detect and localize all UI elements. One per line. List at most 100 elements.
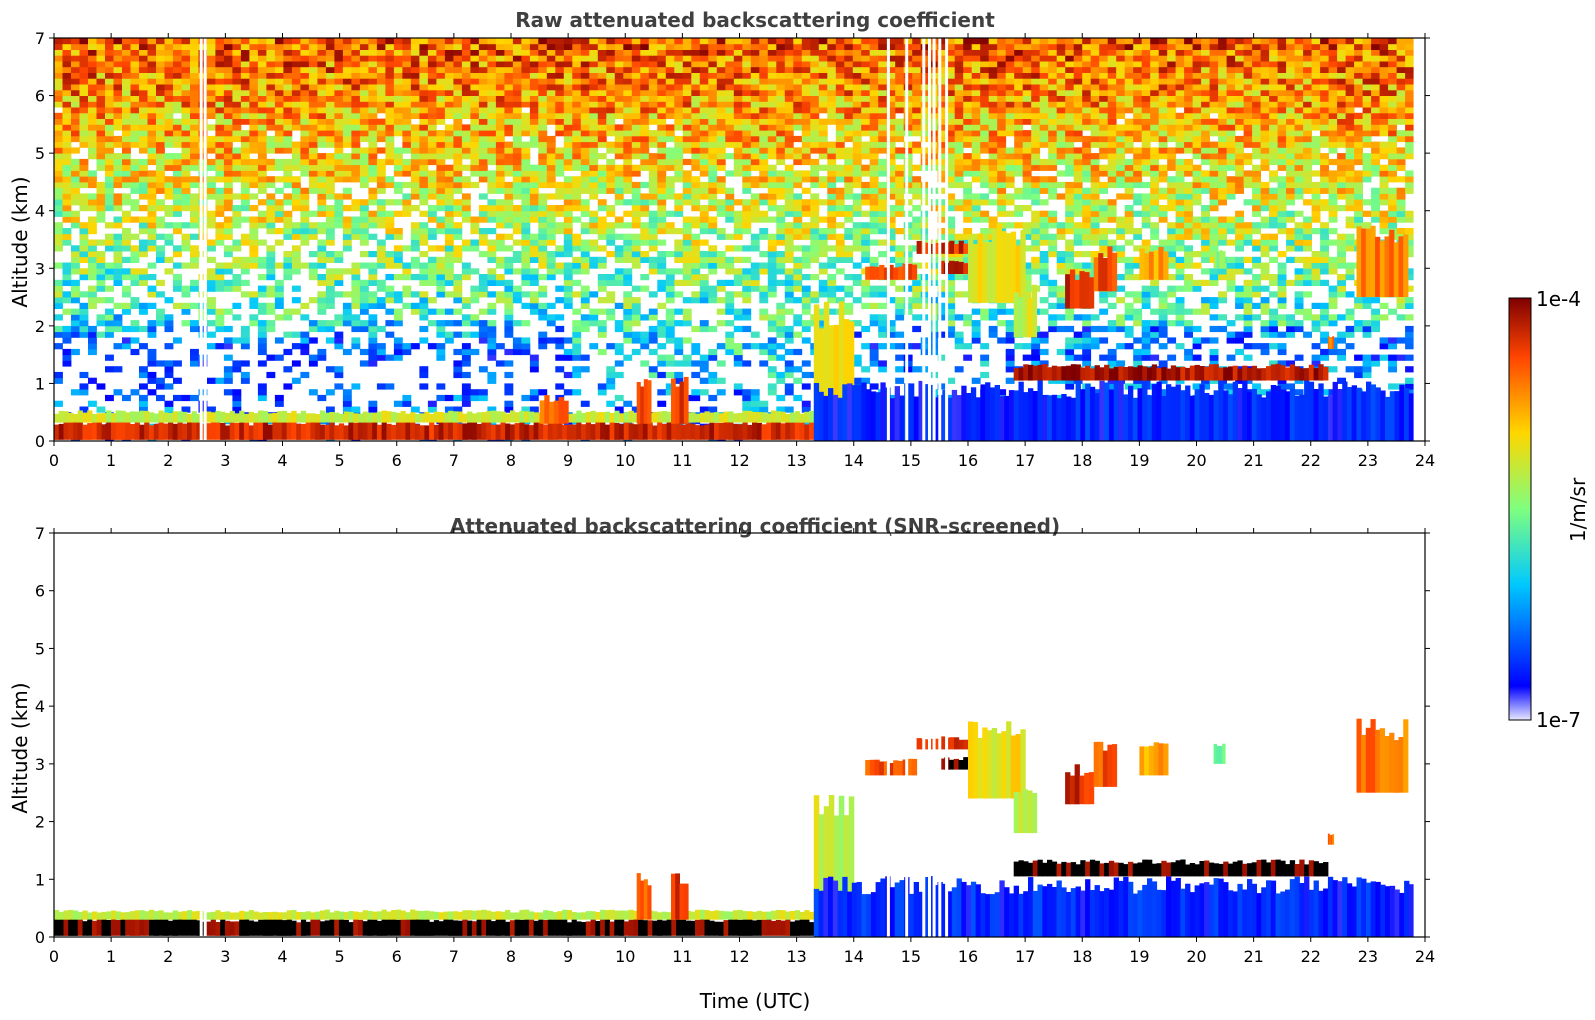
noise-cell (88, 251, 97, 258)
noise-cell (546, 66, 556, 73)
noise-cell (691, 389, 701, 396)
noise-cell (937, 187, 947, 194)
noise-cell (640, 314, 650, 321)
noise-cell (606, 61, 616, 68)
noise-cell (249, 43, 259, 50)
noise-cell (113, 233, 123, 240)
noise-cell (334, 43, 344, 50)
noise-cell (861, 343, 871, 350)
noise-cell (614, 245, 624, 252)
noise-cell (546, 118, 556, 125)
noise-cell (257, 170, 267, 177)
noise-cell (402, 89, 412, 96)
noise-cell (521, 170, 531, 177)
noise-cell (232, 274, 242, 281)
noise-cell (385, 256, 395, 263)
noise-cell (139, 124, 148, 131)
noise-cell (495, 43, 505, 50)
noise-cell (376, 262, 386, 269)
noise-cell (181, 107, 191, 114)
noise-cell (623, 239, 633, 246)
noise-cell (317, 199, 327, 206)
noise-cell (784, 389, 794, 396)
noise-cell (291, 308, 301, 315)
noise-cell (283, 130, 293, 137)
noise-cell (521, 147, 531, 154)
noise-cell (512, 38, 522, 45)
noise-cell (529, 84, 539, 91)
noise-cell (878, 158, 888, 166)
noise-cell (852, 107, 862, 114)
noise-cell (393, 233, 403, 240)
noise-cell (257, 239, 267, 246)
noise-cell (912, 164, 922, 171)
noise-cell (767, 256, 777, 263)
noise-cell (181, 222, 191, 229)
noise-cell (580, 158, 590, 166)
noise-cell (725, 279, 735, 286)
noise-cell (784, 78, 794, 85)
noise-cell (538, 274, 548, 281)
noise-cell (946, 291, 956, 298)
noise-cell (946, 147, 956, 154)
noise-cell (393, 130, 403, 137)
noise-cell (801, 55, 811, 62)
noise-cell (691, 199, 701, 206)
noise-cell (538, 135, 548, 143)
noise-cell (606, 251, 616, 258)
noise-cell (852, 354, 862, 361)
noise-cell (852, 38, 862, 45)
noise-cell (478, 130, 488, 137)
noise-cell (427, 176, 437, 183)
noise-cell (139, 89, 148, 96)
noise-cell (495, 176, 505, 183)
noise-cell (402, 181, 412, 189)
noise-cell (699, 107, 709, 114)
noise-cell (827, 291, 837, 298)
noise-cell (572, 101, 582, 108)
noise-cell (487, 124, 497, 131)
noise-cell (198, 308, 208, 315)
noise-cell (470, 216, 480, 223)
noise-cell (750, 124, 760, 131)
noise-cell (597, 55, 607, 62)
noise-cell (504, 320, 514, 327)
noise-cell (572, 147, 582, 154)
noise-cell (767, 193, 777, 200)
noise-cell (648, 107, 658, 114)
noise-cell (190, 118, 199, 125)
noise-cell (801, 107, 811, 114)
noise-cell (886, 84, 896, 91)
noise-cell (529, 55, 539, 62)
noise-cell (742, 72, 752, 79)
noise-cell (750, 268, 760, 275)
noise-cell (861, 72, 871, 79)
noise-cell (818, 141, 828, 148)
noise-cell (606, 274, 616, 281)
noise-cell (801, 383, 811, 390)
noise-cell (385, 72, 395, 79)
noise-cell (325, 164, 335, 171)
noise-cell (266, 205, 276, 212)
noise-cell (759, 135, 769, 143)
noise-cell (648, 101, 658, 108)
noise-cell (325, 366, 335, 373)
noise-cell (606, 239, 616, 246)
noise-cell (291, 360, 301, 367)
noise-cell (606, 291, 616, 298)
noise-cell (589, 256, 599, 263)
noise-cell (563, 279, 573, 286)
noise-cell (784, 366, 794, 373)
noise-cell (708, 135, 718, 143)
noise-cell (946, 308, 956, 315)
noise-cell (759, 84, 769, 91)
noise-cell (716, 262, 726, 269)
noise-cell (470, 348, 480, 356)
noise-cell (453, 308, 463, 315)
noise-cell (767, 251, 777, 258)
noise-cell (105, 205, 114, 212)
noise-cell (708, 181, 718, 189)
noise-cell (487, 118, 497, 125)
noise-cell (105, 308, 114, 315)
noise-cell (827, 95, 837, 102)
